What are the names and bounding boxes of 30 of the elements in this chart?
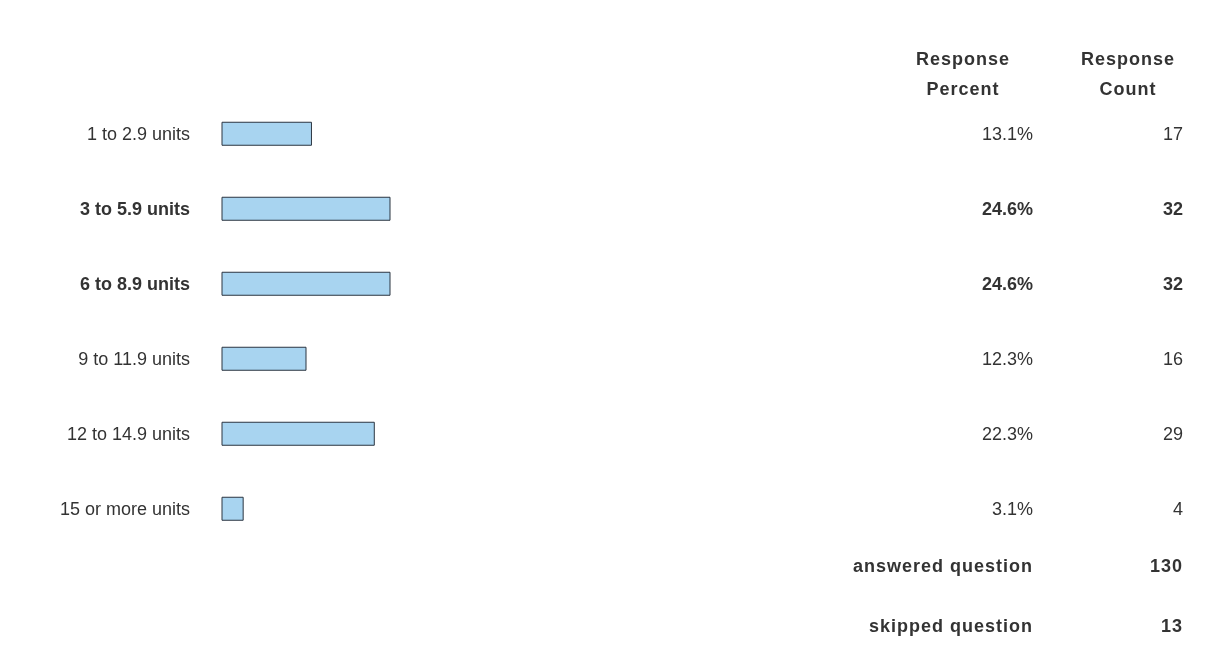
- data-label: 29: [1162, 422, 1183, 445]
- category-label: 3 to 5.9 units: [79, 198, 190, 219]
- data-label: 13.1%: [981, 123, 1033, 144]
- data-label: 16: [1162, 347, 1183, 370]
- data-label: 24.6%: [981, 198, 1033, 219]
- bar: [221, 346, 307, 371]
- data-label: 17: [1162, 122, 1183, 145]
- category-label: 9 to 11.9 units: [78, 348, 190, 369]
- text: 130: [1149, 556, 1183, 577]
- data-label: 32: [1162, 272, 1183, 295]
- data-label: 3.1%: [991, 498, 1033, 519]
- category-label: 12 to 14.9 units: [66, 423, 190, 444]
- category-label: 1 to 2.9 units: [86, 123, 190, 144]
- text: Response Count: [1080, 48, 1176, 101]
- text: skipped question: [868, 616, 1033, 637]
- data-label: 24.6%: [981, 273, 1033, 294]
- bar: [221, 271, 391, 296]
- bar: [221, 496, 244, 521]
- bar: [221, 196, 391, 221]
- data-label: 22.3%: [981, 423, 1033, 444]
- text: Response Percent: [915, 48, 1011, 101]
- bar: [221, 121, 312, 146]
- category-label: 6 to 8.9 units: [79, 273, 190, 294]
- data-label: 12.3%: [981, 348, 1033, 369]
- bar: [221, 421, 375, 446]
- text: answered question: [852, 556, 1033, 577]
- text: 13: [1160, 616, 1183, 637]
- category-label: 15 or more units: [59, 498, 190, 519]
- data-label: 32: [1162, 197, 1183, 220]
- data-label: 4: [1172, 497, 1183, 520]
